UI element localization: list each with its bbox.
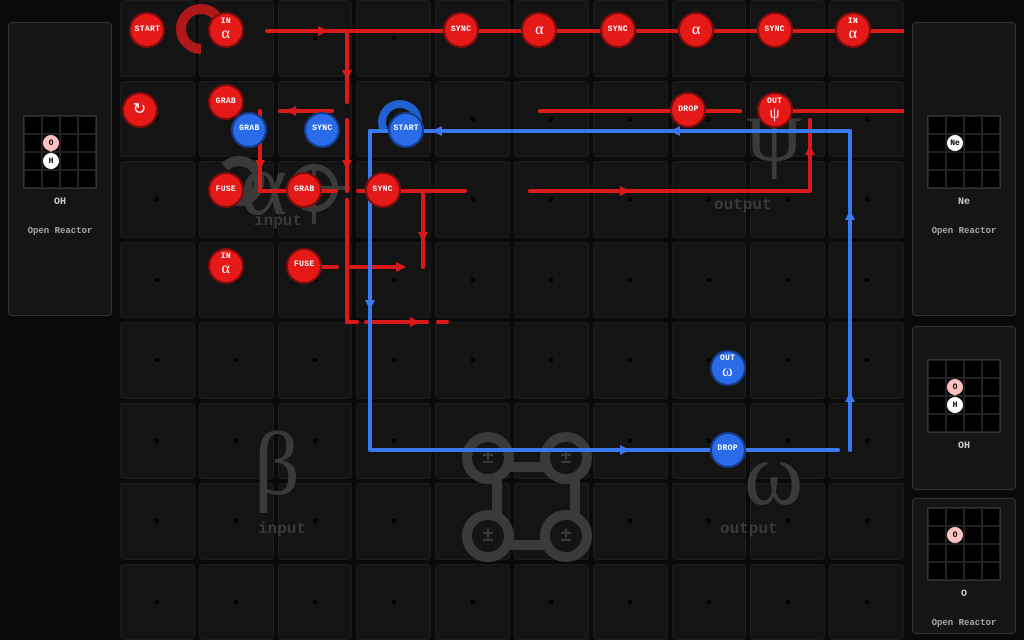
output-panel-mid-right: OH OH: [912, 326, 1016, 490]
node-b-drop[interactable]: DROP: [710, 432, 746, 468]
molecule-label: OH: [54, 197, 66, 208]
atom-h: H: [947, 397, 963, 413]
molecule-preview: OH OH: [913, 353, 1015, 456]
node-r-sync3[interactable]: SYNC: [757, 12, 793, 48]
atom-o: O: [947, 379, 963, 395]
open-reactor-button[interactable]: Open Reactor: [15, 220, 105, 242]
molecule-preview: Ne Ne: [913, 109, 1015, 212]
open-reactor-button[interactable]: Open Reactor: [919, 220, 1009, 242]
atom-h: H: [43, 153, 59, 169]
node-r-sync1[interactable]: SYNC: [443, 12, 479, 48]
output-panel-bot-right: OOOpen Reactor: [912, 498, 1016, 634]
node-r-fuse2[interactable]: FUSE: [286, 248, 322, 284]
node-r-start[interactable]: START: [129, 12, 165, 48]
input-panel-left: OH OH Open Reactor: [8, 22, 112, 316]
node-r-sync4[interactable]: SYNC: [365, 172, 401, 208]
node-r-rot[interactable]: ↻: [122, 92, 158, 128]
atom-o: O: [947, 527, 963, 543]
molecule-label: O: [961, 589, 967, 600]
node-b-grab[interactable]: GRAB: [231, 112, 267, 148]
molecule-label: Ne: [958, 197, 970, 208]
output-panel-top-right: Ne Ne Open Reactor: [912, 22, 1016, 316]
node-r-in-a5[interactable]: INα: [208, 248, 244, 284]
node-r-fuse1[interactable]: FUSE: [208, 172, 244, 208]
node-b-out-w[interactable]: OUTω: [710, 350, 746, 386]
atom-o: O: [43, 135, 59, 151]
open-reactor-button[interactable]: Open Reactor: [919, 612, 1009, 634]
node-r-in-a4[interactable]: INα: [835, 12, 871, 48]
node-r-a3[interactable]: α: [678, 12, 714, 48]
molecule-preview: OH OH: [9, 109, 111, 212]
node-b-start[interactable]: START: [388, 112, 424, 148]
node-b-sync[interactable]: SYNC: [304, 112, 340, 148]
node-r-drop[interactable]: DROP: [670, 92, 706, 128]
reactor-grid[interactable]: αinputψoutputβinputωoutput±±±± STARTINαS…: [120, 0, 904, 640]
node-r-in-a1[interactable]: INα: [208, 12, 244, 48]
node-r-out-psi[interactable]: OUTψ: [757, 92, 793, 128]
molecule-preview: OO: [913, 501, 1015, 604]
atom-ne: Ne: [947, 135, 963, 151]
molecule-label: OH: [958, 441, 970, 452]
node-r-sync2[interactable]: SYNC: [600, 12, 636, 48]
node-r-a2[interactable]: α: [521, 12, 557, 48]
node-r-grab2[interactable]: GRAB: [286, 172, 322, 208]
